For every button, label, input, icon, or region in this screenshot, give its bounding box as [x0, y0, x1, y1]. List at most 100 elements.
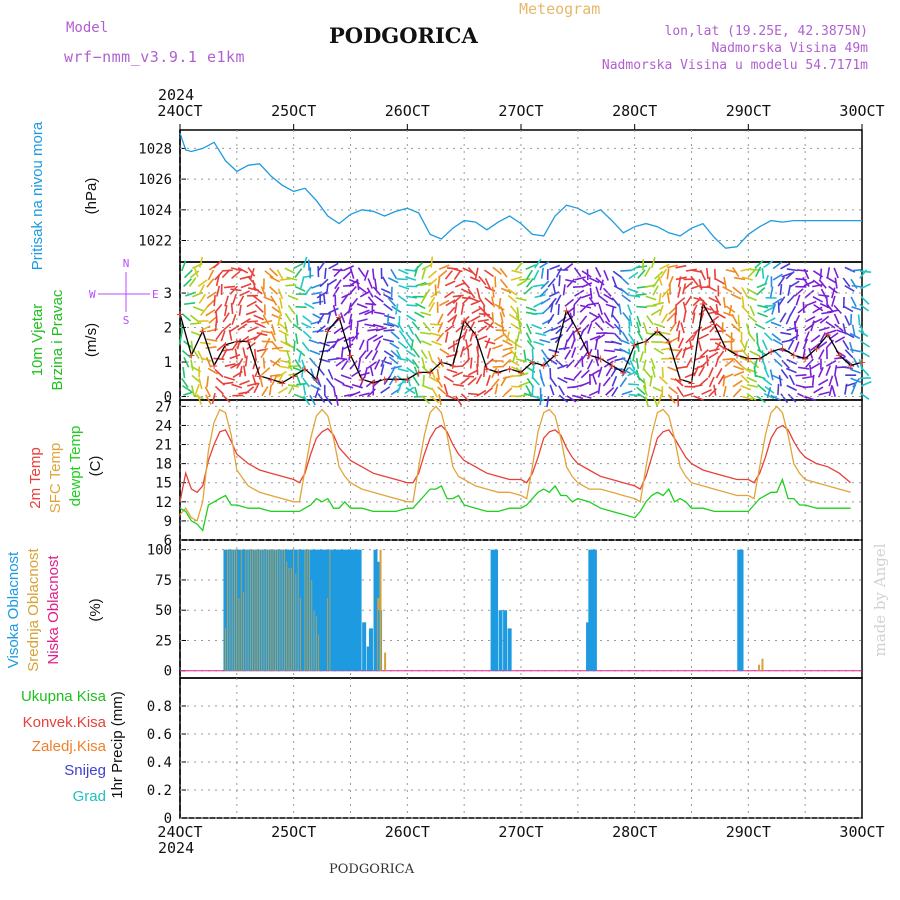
wind-barb — [428, 296, 436, 308]
wind-barb — [279, 297, 283, 309]
wind-barb — [434, 284, 437, 296]
wind-barb — [369, 365, 374, 377]
wind-barb — [498, 297, 502, 310]
wind-barb — [590, 369, 601, 377]
wind-speed-marker: + — [779, 341, 786, 355]
wind-barb — [181, 377, 189, 388]
wind-barb — [491, 286, 495, 298]
wind-barb — [747, 314, 758, 323]
wind-barb — [531, 348, 534, 360]
cloud-high-bar — [330, 549, 335, 671]
wind-barb — [851, 284, 863, 288]
wind-speed-marker: + — [279, 376, 286, 390]
wind-barb — [387, 313, 390, 325]
wind-barb — [452, 383, 464, 387]
wind-barb — [690, 284, 702, 290]
wind-barb — [797, 269, 809, 272]
wind-barb — [850, 269, 862, 272]
wind-barb — [802, 375, 814, 380]
wind-barb — [190, 331, 202, 337]
wind-barb — [580, 324, 590, 334]
wind-barb — [502, 339, 513, 347]
wind-barb — [244, 355, 248, 367]
wind-barb — [420, 282, 432, 287]
wind-barb — [787, 393, 797, 403]
wind-barb — [198, 284, 205, 295]
wind-barb — [541, 305, 551, 315]
wind-barb — [565, 306, 575, 316]
wind-barb — [572, 394, 584, 400]
wind-barb — [269, 373, 281, 377]
wind-barb — [421, 340, 432, 346]
wind-barb — [714, 341, 722, 352]
wind-barb — [371, 350, 379, 361]
wind-barb — [604, 320, 615, 329]
temp-tick-label: 27 — [155, 399, 172, 415]
wind-barb — [502, 358, 512, 368]
wind-barb — [383, 329, 395, 332]
wind-barb — [462, 267, 474, 274]
wind-barb — [237, 323, 248, 331]
wind-barb — [312, 300, 324, 305]
wind-barb — [199, 256, 204, 268]
wind-barb — [588, 296, 597, 307]
wind-barb — [834, 277, 838, 289]
wind-barb — [645, 304, 657, 308]
wind-barb — [621, 356, 631, 366]
wind-barb — [381, 359, 393, 366]
wind-barb — [407, 324, 415, 335]
wind-barb — [581, 282, 593, 288]
cloud-high-bar — [590, 549, 595, 671]
wind-barb — [388, 356, 399, 365]
wind-barb — [540, 349, 549, 360]
wind-barb — [245, 310, 257, 316]
wind-tick-label: 0 — [164, 390, 172, 406]
wind-barb — [501, 351, 513, 358]
wind-barb — [668, 348, 680, 352]
year-label-bottom: 2024 — [158, 839, 194, 857]
wind-barb — [802, 385, 814, 389]
wind-barb — [483, 269, 494, 278]
wind-barb — [690, 275, 699, 286]
compass-south: S — [123, 314, 130, 327]
wind-barb — [494, 383, 499, 395]
wind-barb — [794, 288, 804, 297]
x-tick-label-bottom: 29OCT — [726, 823, 771, 841]
wind-barb — [740, 374, 750, 384]
cloud-high-bar — [503, 610, 508, 671]
wind-barb — [772, 297, 783, 306]
wind-barb — [502, 332, 511, 342]
wind-speed-marker: + — [802, 352, 809, 366]
wind-barb — [598, 295, 609, 304]
wind-barb — [460, 315, 470, 325]
wind-barb — [221, 269, 233, 272]
wind-barb — [535, 332, 547, 337]
wind-barb — [373, 294, 384, 303]
wind-barb — [651, 256, 656, 268]
wind-barb — [411, 359, 420, 369]
wind-barb — [294, 359, 302, 370]
wind-barb — [505, 331, 510, 343]
wind-speed-marker: + — [745, 352, 752, 366]
wind-barb — [415, 302, 426, 310]
wind-barb — [777, 296, 786, 307]
cloud-high-bar — [346, 549, 351, 671]
wind-barb — [200, 306, 209, 316]
wind-barb — [447, 342, 458, 350]
wind-barb — [733, 276, 746, 281]
wind-barb — [698, 366, 705, 377]
wind-barb — [828, 385, 833, 397]
wind-barb — [831, 287, 836, 299]
wind-speed-line — [179, 301, 863, 384]
wind-barb — [828, 375, 834, 387]
wind-barb — [221, 393, 231, 403]
wind-barb — [657, 274, 663, 286]
wind-barb — [709, 305, 718, 316]
wind-speed-marker: + — [370, 376, 377, 390]
wind-barb — [682, 283, 687, 295]
wind-barb — [351, 369, 362, 378]
wind-barb — [779, 312, 787, 323]
wind-barb — [443, 383, 449, 395]
wind-barb — [525, 323, 532, 335]
wind-barb — [428, 278, 438, 287]
